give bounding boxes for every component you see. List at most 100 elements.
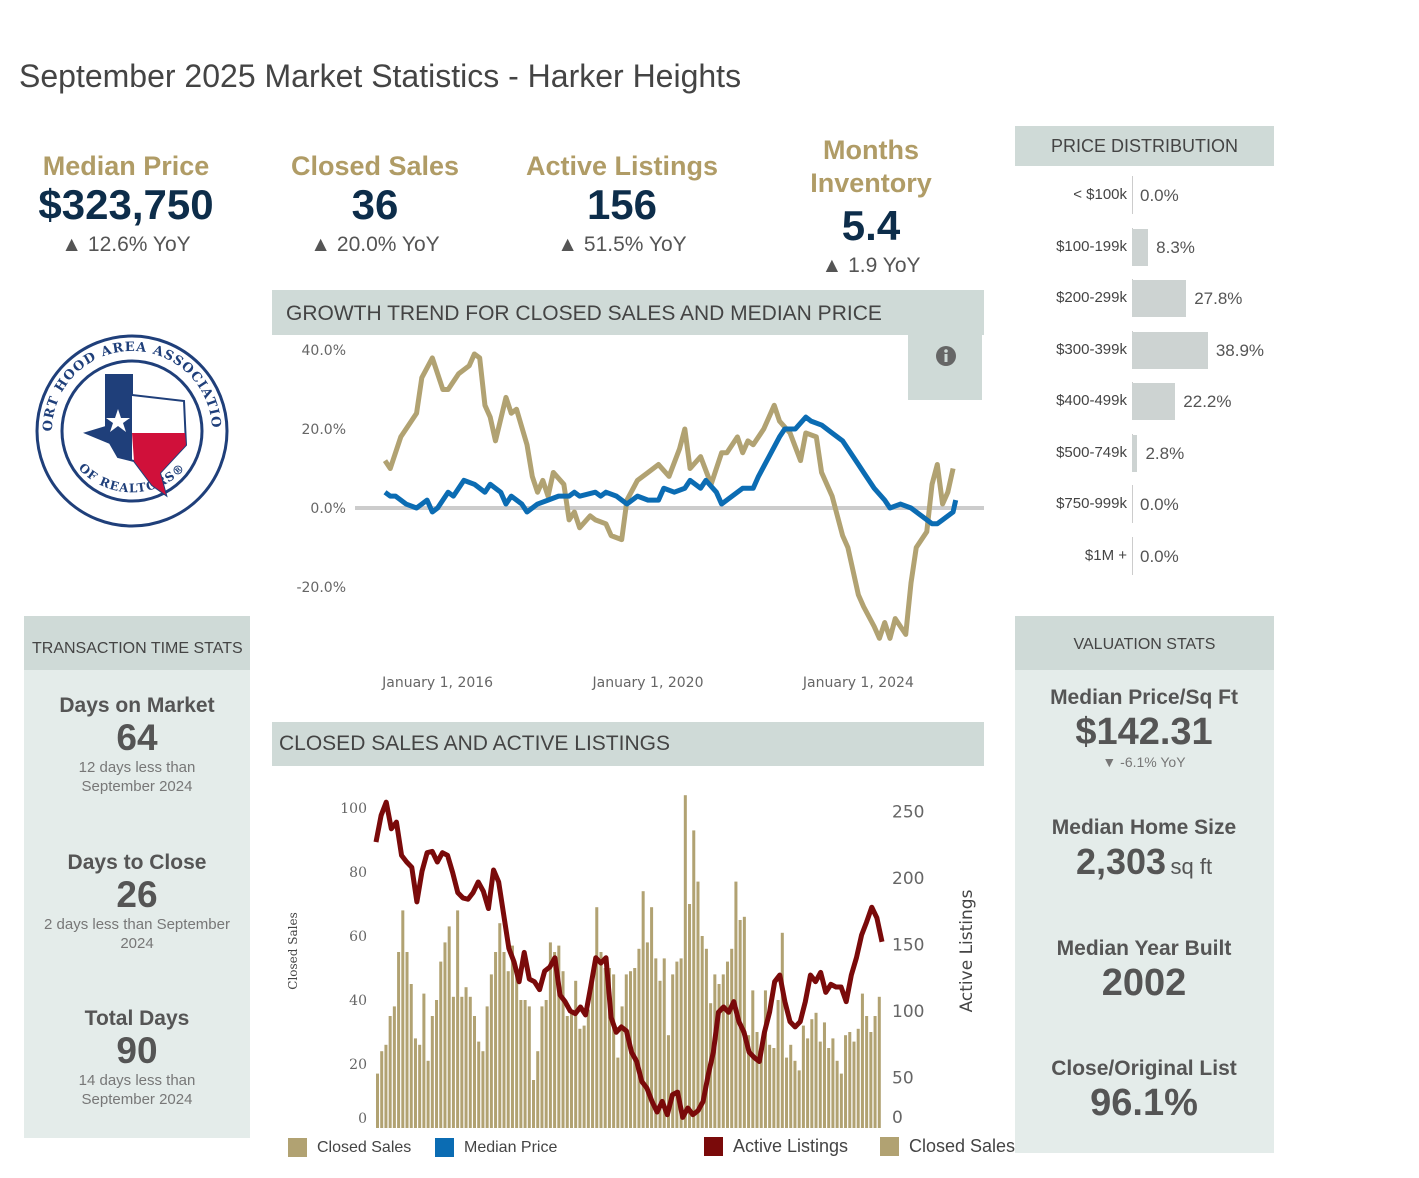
stat-title: Close/Original List <box>1051 1057 1237 1080</box>
closed-sales-bar <box>789 1044 793 1128</box>
closed-sales-bar <box>477 1041 481 1128</box>
closed-sales-bar <box>852 1041 856 1128</box>
closed-sales-bar <box>384 1044 388 1128</box>
closed-sales-bar <box>877 996 881 1128</box>
legend-swatch <box>704 1137 723 1156</box>
price-range-label: $500-749k <box>1056 443 1127 461</box>
closed-sales-bar <box>405 952 409 1128</box>
price-distribution-row: < $100k 0.0% <box>1015 176 1275 216</box>
texas-flag-icon <box>83 374 188 498</box>
closed-sales-bar <box>376 1073 380 1128</box>
closed-sales-bar <box>435 1000 439 1128</box>
closed-sales-bar <box>759 1051 763 1128</box>
y-right-axis-title: Active Listings <box>957 889 977 1012</box>
legend-item: Closed Sales <box>288 1138 411 1157</box>
closed-sales-bar <box>527 1006 531 1128</box>
section-title: VALUATION STATS <box>1073 636 1216 653</box>
y-tick-label: -20.0% <box>296 580 346 596</box>
closed-sales-bar <box>439 961 443 1128</box>
stat-home-size: Median Home Size 2,303 sq ft <box>1015 816 1273 884</box>
closed-sales-bar <box>502 952 506 1128</box>
closed-sales-bar <box>578 1028 582 1128</box>
closed-sales-bar <box>835 1060 839 1128</box>
closed-sales-bar <box>822 1022 826 1128</box>
closed-sales-bar <box>793 1060 797 1128</box>
closed-sales-bar <box>730 948 734 1128</box>
closed-sales-bar <box>742 916 746 1128</box>
axis-line <box>1132 485 1133 523</box>
stat-title: Median Price/Sq Ft <box>1050 686 1238 709</box>
closed-sales-bar <box>413 1038 417 1128</box>
closed-sales-bar <box>654 958 658 1128</box>
kpi-closed-sales: Closed Sales 36 ▲ 20.0% YoY <box>255 150 495 257</box>
series-line-median-price <box>383 414 959 527</box>
stat-sub: 14 days less than <box>78 1072 196 1089</box>
legend-label: Median Price <box>464 1138 558 1156</box>
price-pct: 2.8% <box>1145 443 1185 463</box>
closed-sales-bar <box>688 904 692 1128</box>
price-bar <box>1132 331 1208 369</box>
y-right-tick: 50 <box>892 1069 914 1089</box>
closed-sales-bar <box>426 1060 430 1128</box>
kpi-value: 5.4 <box>841 202 901 249</box>
closed-sales-bar <box>633 968 637 1128</box>
price-range-label: < $100k <box>1073 186 1127 203</box>
stat-total-days: Total Days 90 14 days less than Septembe… <box>24 1007 250 1109</box>
closed-sales-bar <box>856 1028 860 1128</box>
stat-close-original: Close/Original List 96.1% <box>1015 1057 1273 1125</box>
closed-sales-bar <box>763 990 767 1128</box>
closed-sales-bar <box>827 1048 831 1128</box>
stat-sub: September 2024 <box>81 1091 193 1108</box>
closed-sales-bar <box>848 1032 852 1128</box>
closed-sales-bar <box>380 1051 384 1128</box>
closed-sales-bar <box>515 968 519 1128</box>
info-icon <box>936 346 956 366</box>
stat-sub: 2024 <box>120 935 154 952</box>
closed-sales-bar <box>645 942 649 1128</box>
closed-sales-bar <box>747 1035 751 1128</box>
closed-sales-bar <box>544 1000 548 1128</box>
closed-sales-bar <box>650 907 654 1128</box>
info-button[interactable] <box>908 335 982 400</box>
price-distribution-row: $500-749k 2.8% <box>1015 433 1275 474</box>
closed-sales-bar <box>494 952 498 1128</box>
closed-sales-bar <box>569 1012 573 1128</box>
valuation-panel: Median Price/Sq Ft $142.31 ▼ -6.1% YoY M… <box>1015 670 1274 1153</box>
closed-sales-bar <box>557 945 561 1128</box>
y-right-tick: 150 <box>892 936 924 956</box>
active-listings-line <box>373 799 885 1120</box>
closed-sales-bar <box>489 974 493 1128</box>
price-bar <box>1132 280 1187 317</box>
closed-sales-bar <box>392 1006 396 1128</box>
closed-sales-bar <box>865 1016 869 1128</box>
kpi-yoy: ▲ 12.6% YoY <box>61 233 191 256</box>
stat-unit: sq ft <box>1170 854 1213 879</box>
price-range-label: $300-399k <box>1056 340 1127 358</box>
price-distribution-row: $200-299k 27.8% <box>1015 279 1275 319</box>
y-left-tick: 40 <box>349 993 367 1009</box>
stat-days-on-market: Days on Market 64 12 days less than Sept… <box>24 694 250 796</box>
closed-sales-bar <box>671 974 675 1128</box>
kpi-active-listings: Active Listings 156 ▲ 51.5% YoY <box>502 150 742 257</box>
kpi-label: Median Price <box>42 151 210 181</box>
price-distribution-row: $300-399k 38.9% <box>1015 330 1275 371</box>
stat-value: 96.1% <box>1090 1082 1198 1124</box>
closed-sales-bar <box>768 1044 772 1128</box>
closed-sales-bar <box>460 996 464 1128</box>
growth-trend-chart: 40.0% 20.0% 0.0% -20.0% January 1, 2016 Janua… <box>296 343 984 691</box>
stat-title: Median Year Built <box>1056 937 1232 960</box>
y-tick-label: 20.0% <box>302 422 346 438</box>
closed-sales-bar <box>700 936 704 1128</box>
closed-sales-bar <box>641 891 645 1128</box>
closed-sales-bar <box>624 974 628 1128</box>
price-pct: 0.0% <box>1140 186 1179 205</box>
stat-value: 90 <box>116 1030 158 1071</box>
y-left-axis-title: Closed Sales <box>286 912 300 989</box>
closed-sales-bar <box>839 1073 843 1128</box>
kpi-label: Months <box>823 135 919 165</box>
closed-sales-bar <box>418 1044 422 1128</box>
closed-sales-bar <box>510 945 514 1128</box>
price-pct: 8.3% <box>1156 237 1195 257</box>
closed-sales-bar <box>540 1006 544 1128</box>
closed-sales-bar <box>409 984 413 1128</box>
